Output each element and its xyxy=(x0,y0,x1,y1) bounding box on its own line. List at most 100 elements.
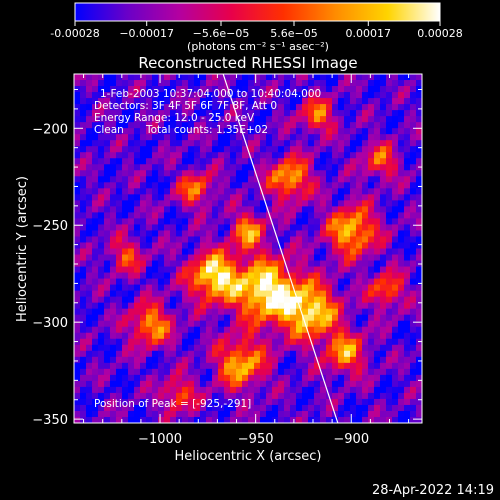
heatmap-cell xyxy=(140,392,147,400)
heatmap-cell xyxy=(284,152,291,159)
heatmap-cell xyxy=(152,104,159,111)
heatmap-cell xyxy=(104,164,111,171)
heatmap-cell xyxy=(74,296,81,304)
heatmap-cell xyxy=(86,320,93,328)
heatmap-cell xyxy=(206,152,213,159)
heatmap-cell xyxy=(278,236,285,244)
heatmap-cell xyxy=(242,128,249,135)
heatmap-cell xyxy=(302,260,309,268)
heatmap-cell xyxy=(260,296,267,304)
heatmap-cell xyxy=(368,278,375,286)
heatmap-cell xyxy=(224,170,231,177)
heatmap-cell xyxy=(86,326,93,334)
heatmap-cell xyxy=(164,128,171,135)
heatmap-cell xyxy=(206,236,213,244)
heatmap-cell xyxy=(80,338,87,346)
heatmap-cell xyxy=(146,80,153,87)
heatmap-cell xyxy=(98,200,105,207)
heatmap-cell xyxy=(272,134,279,141)
heatmap-cell xyxy=(152,266,159,274)
heatmap-cell xyxy=(404,332,411,340)
heatmap-cell xyxy=(218,128,225,135)
heatmap-cell xyxy=(116,218,123,226)
heatmap-cell xyxy=(218,152,225,159)
heatmap-cell xyxy=(284,338,291,346)
heatmap-cell xyxy=(278,176,285,183)
heatmap-cell xyxy=(320,320,327,328)
heatmap-cell xyxy=(260,404,267,412)
heatmap-cell xyxy=(350,374,357,382)
heatmap-cell xyxy=(290,362,297,370)
heatmap-cell xyxy=(248,380,255,388)
heatmap-cell xyxy=(116,254,123,262)
heatmap-cell xyxy=(320,362,327,370)
heatmap-cell xyxy=(374,392,381,400)
heatmap-cell xyxy=(326,140,333,147)
heatmap-cell xyxy=(200,92,207,99)
heatmap-cell xyxy=(206,266,213,274)
heatmap-cell xyxy=(188,380,195,388)
heatmap-cell xyxy=(176,254,183,262)
heatmap-cell xyxy=(260,86,267,93)
heatmap-cell xyxy=(194,134,201,141)
heatmap-cell xyxy=(386,146,393,153)
heatmap-cell xyxy=(110,392,117,400)
heatmap-cell xyxy=(80,98,87,105)
heatmap-cell xyxy=(278,404,285,412)
heatmap-cell xyxy=(200,80,207,87)
heatmap-cell xyxy=(350,386,357,394)
heatmap-cell xyxy=(260,188,267,195)
heatmap-cell xyxy=(404,278,411,286)
heatmap-cell xyxy=(290,146,297,153)
heatmap-cell xyxy=(344,344,351,352)
heatmap-cell xyxy=(200,266,207,274)
heatmap-cell xyxy=(374,326,381,334)
heatmap-cell xyxy=(86,386,93,394)
heatmap-cell xyxy=(182,296,189,304)
heatmap-cell xyxy=(230,416,237,423)
heatmap-cell xyxy=(212,188,219,195)
heatmap-cell xyxy=(266,338,273,346)
heatmap-cell xyxy=(350,344,357,352)
heatmap-cell xyxy=(308,404,315,412)
heatmap-cell xyxy=(92,302,99,310)
heatmap-cell xyxy=(86,188,93,195)
heatmap-cell xyxy=(380,254,387,262)
heatmap-cell xyxy=(320,224,327,232)
heatmap-cell xyxy=(392,272,399,280)
heatmap-cell xyxy=(194,122,201,129)
heatmap-cell xyxy=(122,146,129,153)
heatmap-cell xyxy=(122,410,129,418)
heatmap-cell xyxy=(218,110,225,117)
heatmap-cell xyxy=(260,164,267,171)
heatmap-cell xyxy=(296,350,303,358)
heatmap-cell xyxy=(152,320,159,328)
heatmap-cell xyxy=(314,242,321,250)
heatmap-cell xyxy=(284,110,291,117)
heatmap-cell xyxy=(92,194,99,201)
heatmap-cell xyxy=(110,164,117,171)
heatmap-cell xyxy=(176,332,183,340)
heatmap-cell xyxy=(152,398,159,406)
heatmap-cell xyxy=(206,368,213,376)
heatmap-cell xyxy=(86,122,93,129)
heatmap-cell xyxy=(272,344,279,352)
heatmap-cell xyxy=(332,296,339,304)
heatmap-cell xyxy=(350,170,357,177)
heatmap-cell xyxy=(350,416,357,423)
y-axis-label: Heliocentric Y (arcsec) xyxy=(15,176,30,322)
heatmap-cell xyxy=(74,230,81,238)
heatmap-cell xyxy=(92,374,99,382)
heatmap-cell xyxy=(74,206,81,213)
heatmap-cell xyxy=(92,320,99,328)
heatmap-cell xyxy=(98,266,105,274)
heatmap-cell xyxy=(338,344,345,352)
heatmap-cell xyxy=(164,272,171,280)
heatmap-cell xyxy=(170,80,177,87)
heatmap-cell xyxy=(170,86,177,93)
heatmap-cell xyxy=(314,98,321,105)
heatmap-cell xyxy=(176,206,183,213)
heatmap-cell xyxy=(284,290,291,298)
heatmap-cell xyxy=(410,278,417,286)
heatmap-cell xyxy=(188,152,195,159)
